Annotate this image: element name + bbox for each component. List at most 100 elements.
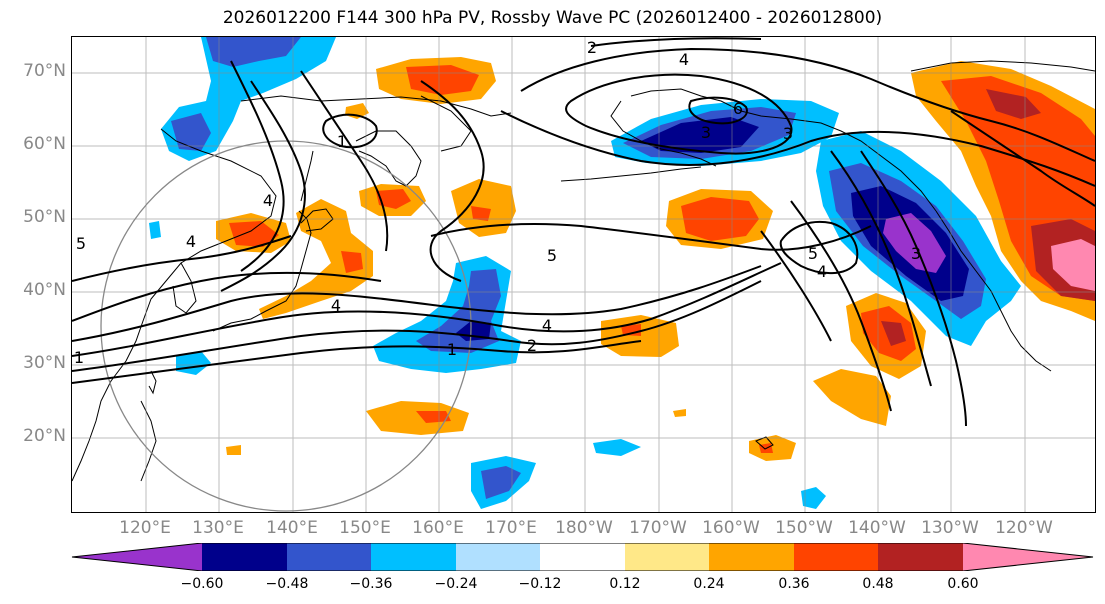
contour-3-jet xyxy=(72,262,782,357)
colorbar-extend-low xyxy=(72,543,202,571)
coast-japan-hokkaido xyxy=(300,208,334,232)
anomaly-south-sky xyxy=(593,439,641,456)
contour-ridge xyxy=(950,110,1095,207)
contour-1-small xyxy=(322,113,378,149)
colorbar-tick-label: −0.60 xyxy=(180,576,224,592)
contour-label: 2 xyxy=(587,38,597,57)
colorbar-bin-white xyxy=(540,543,625,571)
lon-label-130w: 130°W xyxy=(921,518,979,538)
colorbar-tick-label: 0.48 xyxy=(862,576,894,592)
anomaly-small-orange2 xyxy=(226,445,241,455)
contour-label: 1 xyxy=(337,132,347,151)
colorbar-bin-lightsky xyxy=(456,543,540,571)
coast-chukotka xyxy=(420,95,472,152)
anomaly-nwpac-red xyxy=(471,206,491,221)
lon-label-160w: 160°W xyxy=(702,518,760,538)
map-panel[interactable]: 2 4 6 3 1 4 5 5 4 1 4 2 4 4 1 3 5 3 xyxy=(71,36,1096,513)
contour-loop-c xyxy=(300,70,389,252)
anomaly-tropic-blue xyxy=(481,466,521,499)
colorbar-tick-label: 0.60 xyxy=(947,576,979,592)
contour-labels: 2 4 6 3 1 4 5 5 4 1 4 2 4 4 1 3 5 3 xyxy=(74,38,921,367)
anomaly-25n-orange xyxy=(366,401,469,435)
colorbar-tick-label: −0.12 xyxy=(518,576,562,592)
anomaly-small-orange xyxy=(673,409,686,417)
contour-label: 3 xyxy=(911,244,921,263)
coast-kamchatka xyxy=(355,130,422,187)
coast-philippines xyxy=(140,400,157,482)
contour-5-west xyxy=(72,235,292,282)
colorbar-extend-high xyxy=(963,543,1093,571)
contour-label: 5 xyxy=(808,244,818,263)
anomaly-small-sky xyxy=(149,221,161,239)
lon-label-150e: 150°E xyxy=(339,518,391,538)
anomaly-25n-red xyxy=(416,411,451,423)
colorbar-bin-sky xyxy=(371,543,456,571)
lon-label-130e: 130°E xyxy=(192,518,244,538)
contour-label: 6 xyxy=(733,99,743,118)
coast-sakhalin xyxy=(300,150,314,202)
lon-label-150w: 150°W xyxy=(775,518,833,538)
anomaly-siberia-blue xyxy=(171,113,211,151)
lon-label-160e: 160°E xyxy=(412,518,464,538)
anomaly-japan-red-west xyxy=(229,221,279,247)
contour-label: 3 xyxy=(783,124,793,143)
anomaly-east-trough-darkred xyxy=(881,321,906,346)
lon-label-140w: 140°W xyxy=(848,518,906,538)
graticule xyxy=(72,37,1095,512)
anomaly-arctic-blue xyxy=(206,37,301,67)
contour-loop-b xyxy=(230,60,285,272)
pv-anomaly-fills xyxy=(149,37,1095,509)
colorbar-bin-orange xyxy=(709,543,794,571)
reference-circle xyxy=(100,140,472,512)
anomaly-south-orange xyxy=(813,369,891,426)
coast-asia-east xyxy=(72,128,277,482)
lon-label-170e: 170°E xyxy=(485,518,537,538)
colorbar-tick-label: −0.24 xyxy=(434,576,478,592)
colorbar-bin-yellow xyxy=(625,543,709,571)
lat-label-50n: 50°N xyxy=(23,207,66,227)
anomaly-far-south-sky xyxy=(801,487,826,509)
colorbar-bin-navy xyxy=(202,543,287,571)
contour-label: 2 xyxy=(527,336,537,355)
coast-na-west xyxy=(935,210,1052,372)
contour-5-trough xyxy=(779,221,859,275)
contour-3-north xyxy=(500,110,1095,187)
colorbar-bin-red xyxy=(794,543,878,571)
coast-siberia-north xyxy=(240,95,512,117)
coast-japan xyxy=(212,210,312,332)
anomaly-bering-navy xyxy=(641,117,759,153)
anomaly-bering-small xyxy=(345,103,369,119)
contour-label: 1 xyxy=(447,340,457,359)
pv-contours xyxy=(72,37,1095,427)
coast-alaska xyxy=(630,88,937,212)
contour-label: 3 xyxy=(701,123,711,142)
map-title: 2026012200 F144 300 hPa PV, Rossby Wave … xyxy=(222,8,883,28)
contour-trough-4 xyxy=(760,230,832,342)
contour-trough-1 xyxy=(860,150,967,427)
anomaly-japan-red-arc xyxy=(341,251,363,273)
colorbar-tick-label: 0.36 xyxy=(778,576,810,592)
contour-label: 5 xyxy=(76,234,86,253)
lon-label-170w: 170°W xyxy=(629,518,687,538)
contour-6-ring xyxy=(565,73,793,155)
anomaly-hawaii-orange xyxy=(749,435,796,461)
lat-label-30n: 30°N xyxy=(23,353,66,373)
map-canvas: 2 4 6 3 1 4 5 5 4 1 4 2 4 4 1 3 5 3 xyxy=(72,37,1095,512)
colorbar-tick-label: −0.48 xyxy=(265,576,309,592)
colorbar-bin-darkred xyxy=(878,543,963,571)
contour-trough-2 xyxy=(830,150,932,387)
contour-label: 5 xyxy=(547,246,557,265)
contour-2-jet xyxy=(72,280,762,372)
coastlines xyxy=(72,60,1095,482)
lon-label-180w: 180°W xyxy=(555,518,613,538)
colorbar-tick-label: −0.36 xyxy=(349,576,393,592)
contour-loop-a xyxy=(220,80,306,292)
colorbar-bin-blue xyxy=(287,543,371,571)
lon-label-140e: 140°E xyxy=(266,518,318,538)
contour-label: 4 xyxy=(679,50,689,69)
colorbar-tick-label: 0.24 xyxy=(693,576,725,592)
lon-label-120w: 120°W xyxy=(995,518,1053,538)
contour-label: 4 xyxy=(186,232,196,251)
contour-4-upper xyxy=(72,271,382,322)
lat-label-20n: 20°N xyxy=(23,426,66,446)
